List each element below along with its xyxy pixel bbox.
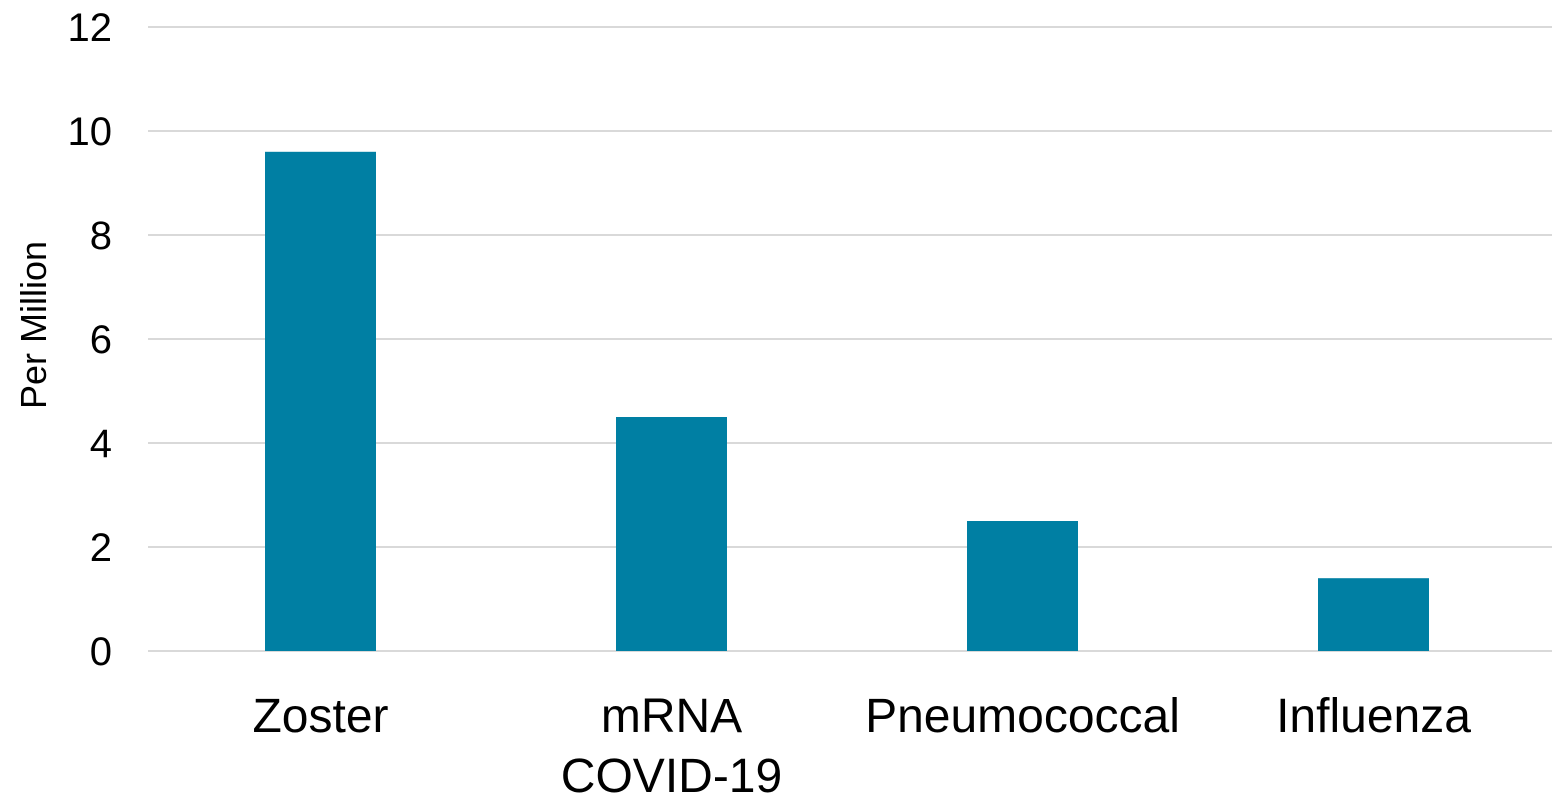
x-category-label-line: mRNA	[601, 690, 742, 743]
bars	[265, 151, 1429, 652]
bar-influenza	[1318, 578, 1429, 651]
y-tick-label: 6	[90, 318, 112, 362]
x-category-label: Zoster	[252, 690, 388, 743]
y-tick-label: 0	[90, 630, 112, 674]
y-tick-label: 8	[90, 214, 112, 258]
bar-zoster	[265, 151, 376, 652]
bar-mrna-covid-19	[616, 417, 727, 651]
y-axis-ticks: 0 2 4 6 8 10 12	[68, 6, 113, 674]
x-category-label: Influenza	[1276, 690, 1471, 743]
x-category-label: Pneumococcal	[865, 690, 1180, 743]
x-category-label: mRNA COVID-19	[561, 690, 782, 797]
y-tick-label: 4	[90, 422, 112, 466]
x-axis-category-labels: Zoster mRNA COVID-19 Pneumococcal Influenza	[252, 690, 1471, 797]
x-category-label-line: Pneumococcal	[865, 690, 1180, 743]
bar-pneumococcal	[967, 521, 1078, 651]
x-category-label-line: COVID-19	[561, 750, 782, 797]
x-category-label-line: Zoster	[252, 690, 388, 743]
y-axis-title: Per Million	[13, 241, 54, 409]
y-tick-label: 2	[90, 526, 112, 570]
y-tick-label: 10	[68, 110, 113, 154]
x-category-label-line: Influenza	[1276, 690, 1471, 743]
y-tick-label: 12	[68, 6, 113, 50]
gridlines	[148, 26, 1552, 652]
